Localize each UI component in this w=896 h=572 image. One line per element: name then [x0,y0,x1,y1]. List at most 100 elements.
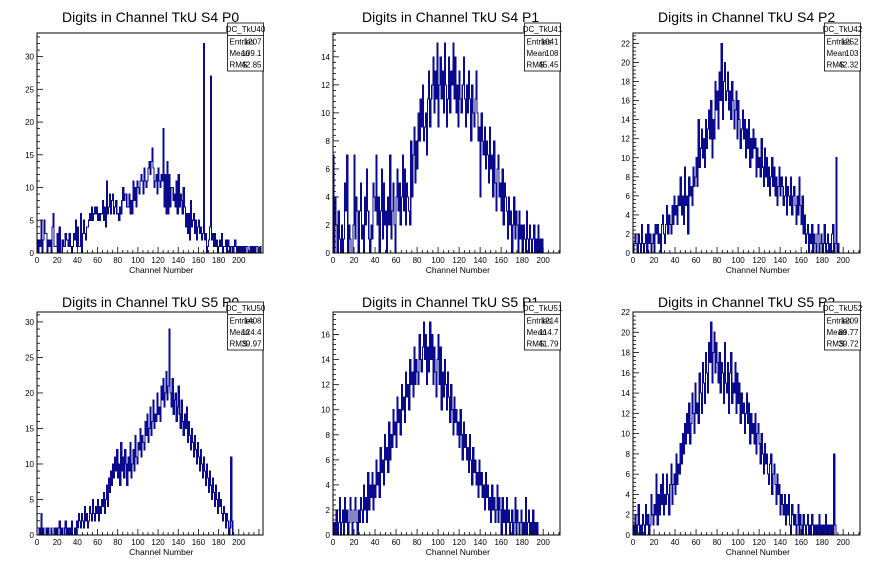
x-tick-label: 140 [172,256,186,265]
stats-name: DC_TkU51 [523,304,563,313]
x-tick-label: 20 [650,256,659,265]
x-tick-label: 20 [53,256,62,265]
y-tick-label: 5 [30,495,35,504]
y-tick-label: 16 [621,369,630,378]
x-tick-label: 60 [93,538,102,547]
x-tick-label: 40 [671,538,680,547]
x-axis-title: Channel Number [129,547,193,557]
x-tick-label: 120 [452,256,466,265]
stats-value: 1041 [541,38,559,47]
y-tick-label: 6 [326,165,331,174]
chart-title: Digits in Channel TkU S4 P0 [62,9,240,25]
x-tick-label: 80 [713,538,722,547]
stats-box [524,22,561,72]
x-tick-label: 180 [815,256,829,265]
x-axis-title: Channel Number [426,547,490,557]
y-tick-label: 10 [621,154,630,163]
x-tick-label: 100 [731,256,745,265]
histogram-panel-s5-p0: Digits in Channel TkU S5 P0 0 20 40 60 80 100… [0,286,296,570]
x-tick-label: 0 [35,538,40,547]
stats-label: Mean [527,328,547,337]
x-tick-label: 60 [93,256,102,265]
stats-value: 114.7 [539,328,559,337]
stats-label: Entries [827,38,852,47]
y-tick-label: 15 [25,424,34,433]
histogram-plot: 0 20 40 60 80 100 120 140 160 180 2000246810121416… [321,301,563,557]
stats-label: RMS [527,61,545,70]
y-tick-label: 14 [621,116,630,125]
y-tick-label: 2 [326,221,331,230]
x-tick-label: 0 [631,256,636,265]
histogram-line [36,42,263,254]
plot-frame [36,311,264,536]
x-tick-label: 0 [331,256,336,265]
y-tick-label: 20 [25,389,34,398]
chart-title: Digits in Channel TkU S5 P1 [362,294,540,310]
y-tick-label: 22 [621,39,630,48]
x-tick-label: 20 [350,538,359,547]
histogram-plot: 0 20 40 60 80 100 120 140 160 180 2000246810121416… [621,301,863,557]
x-tick-label: 160 [494,256,508,265]
y-tick-label: 12 [321,81,330,90]
y-tick-label: 0 [326,249,331,258]
x-tick-label: 180 [515,256,529,265]
x-tick-label: 0 [35,256,40,265]
stats-name: DC_TkU50 [226,304,266,313]
stats-box [227,301,264,351]
stats-label: RMS [827,340,845,349]
histogram-line [332,42,544,254]
histogram-plot: 0 20 40 60 80 100 120 140 160 180 200 0 5 10 15 20 25 30 C… [25,22,266,275]
y-tick-label: 22 [621,308,630,317]
histogram-panel-s4-p0: Digits in Channel TkU S4 P0 0 20 40 60 80 100… [0,0,296,282]
stats-box [824,22,861,72]
y-tick-label: 16 [321,331,330,340]
chart-title: Digits in Channel TkU S4 P1 [362,9,540,25]
y-tick-label: 4 [626,490,631,499]
x-tick-label: 80 [413,538,422,547]
stats-value: 109.1 [241,49,262,58]
y-tick-label: 25 [25,85,34,94]
y-tick-label: 12 [621,409,630,418]
plot-frame [332,311,561,536]
y-tick-label: 8 [326,137,331,146]
y-tick-label: 2 [626,230,631,239]
x-tick-label: 200 [232,538,246,547]
y-tick-label: 20 [621,59,630,68]
x-tick-label: 160 [794,538,808,547]
y-tick-label: 4 [626,211,631,220]
y-tick-label: 0 [626,249,631,258]
y-tick-label: 8 [626,450,631,459]
x-tick-label: 200 [537,538,551,547]
histogram-line [37,328,234,536]
stats-value: 89.77 [838,328,859,337]
x-tick-label: 160 [192,538,206,547]
x-tick-label: 100 [131,538,145,547]
y-tick-label: 8 [626,173,631,182]
y-tick-label: 15 [25,151,34,160]
y-tick-label: 2 [626,511,631,520]
y-tick-label: 25 [25,353,34,362]
stats-label: Mean [827,328,847,337]
stats-label: Mean [230,49,250,58]
x-tick-label: 200 [837,538,851,547]
x-tick-label: 0 [331,538,336,547]
x-tick-label: 160 [494,538,508,547]
stats-value: 42.32 [838,61,859,70]
y-tick-label: 10 [321,406,330,415]
y-tick-label: 6 [326,456,331,465]
y-tick-label: 10 [621,430,630,439]
y-tick-label: 10 [321,109,330,118]
x-tick-label: 140 [473,538,487,547]
y-tick-label: 18 [621,349,630,358]
stats-value: 1209 [841,317,859,326]
histogram-panel-s5-p1: Digits in Channel TkU S5 P1 0 20 40 60 80 100… [296,286,596,570]
y-tick-label: 0 [30,531,35,540]
stats-value: 1214 [541,317,559,326]
stats-label: Entries [230,317,255,326]
x-tick-label: 100 [431,538,445,547]
stats-label: RMS [230,61,248,70]
y-tick-label: 14 [321,53,330,62]
plot-frame [332,32,561,254]
x-tick-label: 20 [350,256,359,265]
